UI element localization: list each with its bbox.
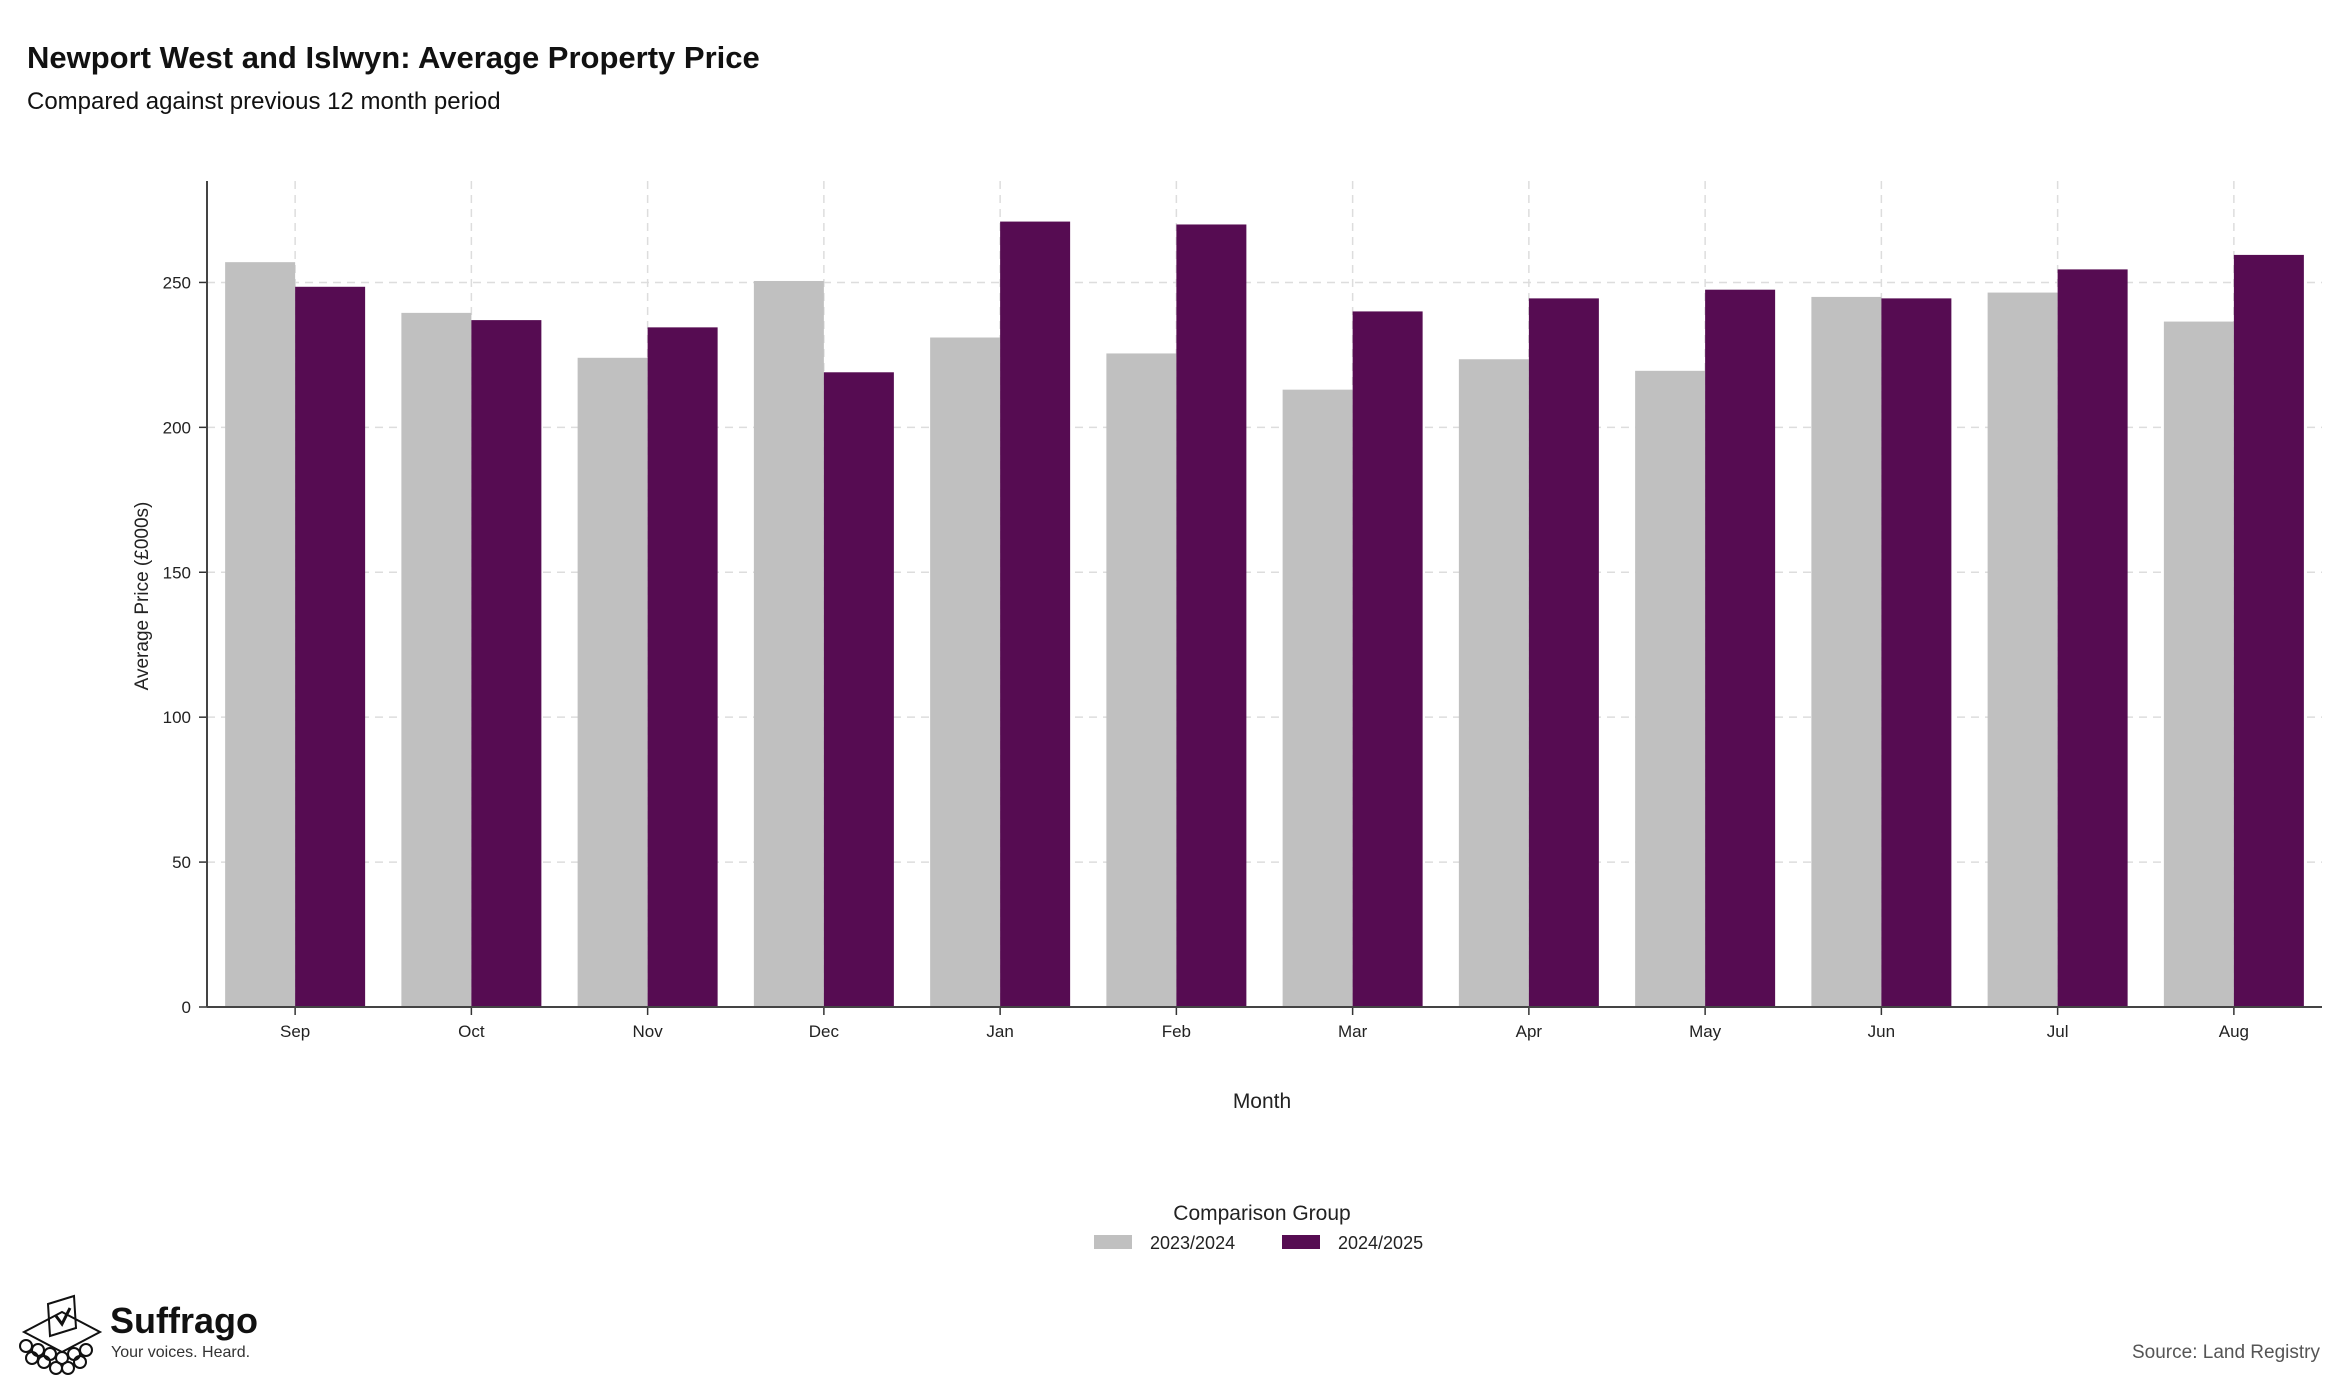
x-axis-label: Month bbox=[1233, 1090, 1291, 1113]
bar-chart: 0 50 100 150 200 250 Sep Oct Nov Dec Jan Feb Mar Apr M… bbox=[132, 181, 2322, 1253]
legend-label-2023-2024: 2023/2024 bbox=[1150, 1233, 1235, 1253]
brand-name: Suffrago bbox=[110, 1300, 258, 1341]
x-tick-label: Oct bbox=[458, 1022, 485, 1041]
bar-2024-2025-jul bbox=[2057, 269, 2128, 1007]
bar-2024-2025-oct bbox=[471, 320, 542, 1007]
source-note: Source: Land Registry bbox=[2132, 1342, 2320, 1363]
bars bbox=[225, 221, 2304, 1008]
x-tick-label: May bbox=[1689, 1022, 1722, 1041]
chart-subtitle: Compared against previous 12 month perio… bbox=[27, 88, 501, 115]
x-tick-label: Apr bbox=[1516, 1022, 1543, 1041]
x-tick-label: Jul bbox=[2047, 1022, 2069, 1041]
bar-2024-2025-aug bbox=[2233, 254, 2304, 1007]
x-tick-label: Feb bbox=[1162, 1022, 1191, 1041]
y-tick-label: 150 bbox=[163, 563, 191, 582]
bar-2024-2025-dec bbox=[823, 372, 894, 1008]
bar-2024-2025-jan bbox=[1000, 221, 1071, 1007]
bar-2023-2024-nov bbox=[577, 357, 648, 1007]
bar-2023-2024-jul bbox=[1987, 292, 2058, 1007]
legend: Comparison Group 2023/2024 2024/2025 bbox=[1094, 1202, 1423, 1253]
bar-2023-2024-oct bbox=[401, 312, 472, 1007]
x-tick-label: Nov bbox=[633, 1022, 664, 1041]
legend-swatch-2024-2025 bbox=[1282, 1235, 1320, 1249]
axes: 0 50 100 150 200 250 Sep Oct Nov Dec Jan Feb Mar Apr M… bbox=[163, 181, 2322, 1041]
bar-2023-2024-jun bbox=[1811, 296, 1882, 1007]
legend-label-2024-2025: 2024/2025 bbox=[1338, 1233, 1423, 1253]
bar-2023-2024-jan bbox=[930, 337, 1001, 1007]
bar-2024-2025-feb bbox=[1176, 224, 1247, 1007]
bar-2023-2024-sep bbox=[225, 262, 296, 1007]
chart-title: Newport West and Islwyn: Average Propert… bbox=[27, 40, 760, 75]
y-tick-label: 0 bbox=[182, 998, 191, 1017]
y-tick-label: 200 bbox=[163, 418, 191, 437]
x-tick-label: Jun bbox=[1868, 1022, 1895, 1041]
bar-2023-2024-may bbox=[1635, 370, 1706, 1007]
y-axis-label: Average Price (£000s) bbox=[132, 502, 153, 691]
y-tick-label: 100 bbox=[163, 708, 191, 727]
x-tick-label: Mar bbox=[1338, 1022, 1368, 1041]
bar-2024-2025-nov bbox=[647, 327, 718, 1007]
legend-title: Comparison Group bbox=[1173, 1202, 1350, 1225]
bar-2024-2025-mar bbox=[1352, 311, 1423, 1008]
x-tick-label: Sep bbox=[280, 1022, 310, 1041]
bar-2023-2024-apr bbox=[1458, 359, 1529, 1008]
x-tick-label: Jan bbox=[986, 1022, 1013, 1041]
bar-2023-2024-mar bbox=[1282, 389, 1353, 1007]
bar-2024-2025-jun bbox=[1881, 298, 1952, 1008]
x-tick-label: Dec bbox=[809, 1022, 840, 1041]
x-tick-label: Aug bbox=[2219, 1022, 2249, 1041]
bar-2023-2024-aug bbox=[2163, 321, 2234, 1007]
legend-swatch-2023-2024 bbox=[1094, 1235, 1132, 1249]
suffrago-logo-icon bbox=[19, 1294, 103, 1375]
bar-2023-2024-feb bbox=[1106, 353, 1177, 1007]
bar-2024-2025-apr bbox=[1528, 298, 1599, 1008]
bar-2024-2025-may bbox=[1705, 289, 1776, 1007]
brand-tagline: Your voices. Heard. bbox=[111, 1344, 251, 1361]
y-tick-label: 50 bbox=[172, 853, 191, 872]
y-tick-label: 250 bbox=[163, 273, 191, 292]
bar-2024-2025-sep bbox=[295, 286, 366, 1007]
bar-2023-2024-dec bbox=[753, 280, 824, 1007]
